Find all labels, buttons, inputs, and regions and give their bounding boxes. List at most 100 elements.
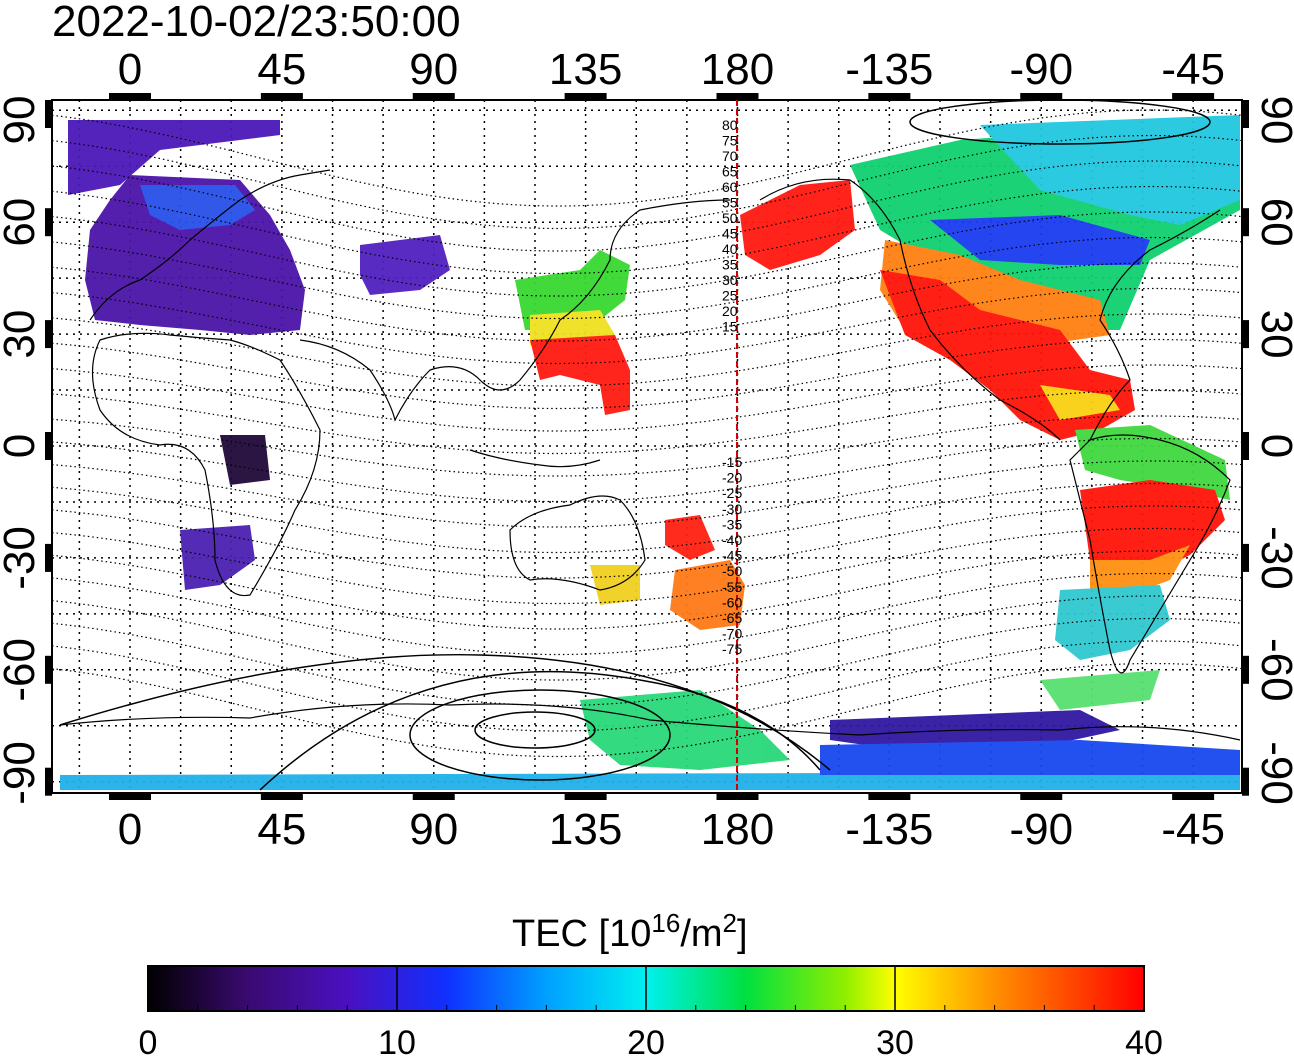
contour-label: -55 xyxy=(722,579,742,595)
colorbar-ticks: 0 10 20 30 40 xyxy=(139,966,1163,1057)
magnetic-contour xyxy=(52,236,1242,320)
latitude-label: 30 xyxy=(1252,310,1294,359)
left-tick xyxy=(45,655,52,684)
longitude-label: 45 xyxy=(257,805,306,854)
tec-region-south-america-orange xyxy=(1090,545,1190,595)
longitude-label: -135 xyxy=(845,45,933,94)
tec-region-nz-orange xyxy=(670,560,745,630)
longitude-label: 135 xyxy=(549,805,622,854)
top-tick xyxy=(1172,93,1215,100)
contour-label: 65 xyxy=(722,164,738,180)
contour-label: -65 xyxy=(722,610,742,626)
bottom-tick xyxy=(412,793,455,800)
tec-region-scandinavia xyxy=(85,175,305,335)
magnetic-latitude-contours xyxy=(52,109,1242,758)
latitude-label: 60 xyxy=(0,198,44,247)
contour-label: 30 xyxy=(722,272,738,288)
contour-label: -60 xyxy=(722,594,742,610)
bottom-tick xyxy=(1020,793,1063,800)
bottom-tick xyxy=(564,793,607,800)
contour-label: 50 xyxy=(722,210,738,226)
tec-region-europe xyxy=(68,120,280,195)
contour-label: 25 xyxy=(722,288,738,304)
left-tick xyxy=(45,320,52,349)
top-tick xyxy=(716,93,759,100)
colorbar-title: TEC [1016/m2] xyxy=(512,908,748,955)
right-tick xyxy=(1242,655,1249,684)
colorbar-tick-label: 0 xyxy=(139,1024,158,1057)
top-tick xyxy=(868,93,911,100)
top-tick xyxy=(564,93,607,100)
latitude-label: -60 xyxy=(0,638,44,702)
colorbar-tick-label: 10 xyxy=(378,1024,416,1057)
top-tick xyxy=(1020,93,1063,100)
bottom-longitude-labels: 0 45 90 135 180 -135 -90 -45 xyxy=(118,805,1225,854)
contour-label: 75 xyxy=(722,133,738,149)
magnetic-contour xyxy=(52,364,1242,432)
magnetic-contour xyxy=(52,640,1242,732)
colorbar-tick-label: 40 xyxy=(1125,1024,1163,1057)
left-tick xyxy=(45,767,52,796)
bottom-tick xyxy=(260,793,303,800)
contour-label: -40 xyxy=(722,532,742,548)
contour-label: -50 xyxy=(722,563,742,579)
latitude-label: -30 xyxy=(0,526,44,590)
longitude-label: 0 xyxy=(118,45,142,94)
magnetic-contour xyxy=(52,109,1242,207)
coastlines xyxy=(59,169,1241,741)
magnetic-contour xyxy=(52,415,1242,477)
contour-label: 15 xyxy=(722,319,738,335)
solid-contours xyxy=(59,100,1211,791)
longitude-label: -90 xyxy=(1009,805,1073,854)
magnetic-contour xyxy=(52,338,1242,410)
contour-label: 60 xyxy=(722,179,738,195)
magnetic-contour xyxy=(52,160,1242,252)
colorbar-tick-label: 20 xyxy=(627,1024,665,1057)
top-tick xyxy=(412,93,455,100)
contour-label: 20 xyxy=(722,303,738,319)
right-latitude-labels: 90 60 30 0 -30 -60 -90 xyxy=(1252,96,1294,805)
latitude-label: 30 xyxy=(0,310,44,359)
left-tick xyxy=(45,100,52,128)
magnetic-contour xyxy=(52,550,1242,630)
contour-label: -15 xyxy=(722,454,742,470)
longitude-label: -45 xyxy=(1161,805,1225,854)
tec-region-europe-blue xyxy=(140,185,255,230)
left-tick xyxy=(45,543,52,572)
longitude-label: 0 xyxy=(118,805,142,854)
longitude-label: -90 xyxy=(1009,45,1073,94)
latitude-label: -60 xyxy=(1252,638,1294,702)
contour-label: 40 xyxy=(722,241,738,257)
tec-region-central-asia xyxy=(360,235,450,295)
latitude-label: 90 xyxy=(1252,96,1294,145)
tec-region-tasman-red xyxy=(665,515,715,560)
right-tick xyxy=(1242,432,1249,460)
tec-region-south-america-green xyxy=(1075,425,1230,500)
bottom-tick xyxy=(1172,793,1215,800)
tec-region-africa-dark xyxy=(220,435,270,485)
left-latitude-labels: 90 60 30 0 -30 -60 -90 xyxy=(0,96,44,805)
magnetic-contour xyxy=(52,134,1242,230)
contour-label: 45 xyxy=(722,226,738,242)
tec-region-east-asia-green xyxy=(515,250,630,330)
bottom-tick xyxy=(868,793,911,800)
longitude-label: -45 xyxy=(1161,45,1225,94)
longitude-label: 90 xyxy=(409,805,458,854)
tec-region-alaska-red xyxy=(740,180,855,270)
right-tick xyxy=(1242,543,1249,572)
right-tick xyxy=(1242,100,1249,128)
magnetic-contour xyxy=(52,389,1242,455)
left-tick xyxy=(45,432,52,460)
tec-region-greenland-cyan xyxy=(980,115,1240,225)
longitude-label: 135 xyxy=(549,45,622,94)
longitude-label: 180 xyxy=(701,805,774,854)
longitude-label: 90 xyxy=(409,45,458,94)
right-tick xyxy=(1242,208,1249,237)
tec-region-central-america-yellow xyxy=(1040,385,1120,420)
magnetic-contour xyxy=(52,460,1242,528)
top-tick xyxy=(260,93,303,100)
latitude-label: 60 xyxy=(1252,198,1294,247)
longitude-label: 180 xyxy=(701,45,774,94)
